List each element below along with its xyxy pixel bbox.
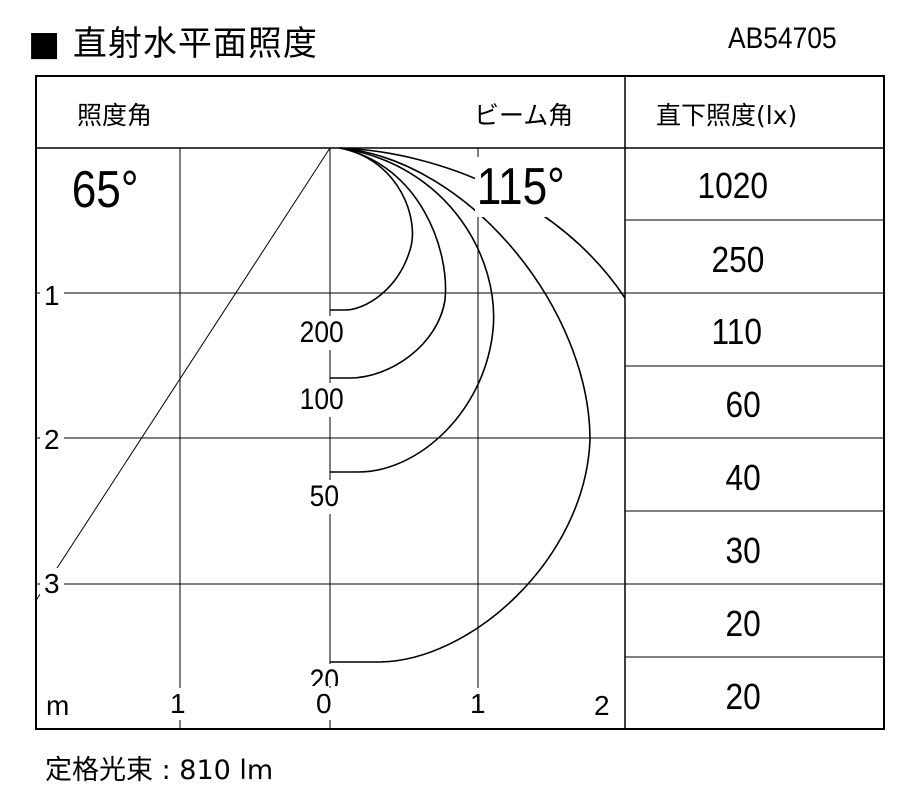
direct-illuminance-header: 直下照度(lx) xyxy=(656,101,798,130)
axis-unit: m xyxy=(42,690,74,722)
model-number: AB54705 xyxy=(728,22,837,55)
illuminance-angle-line xyxy=(34,147,331,603)
isolux-curve-200 xyxy=(330,147,414,311)
x-tick-right-1: 1 xyxy=(466,688,490,720)
isolux-label-50: 50 xyxy=(307,480,342,514)
beam-angle-value: 115° xyxy=(475,157,574,217)
isolux-label-200: 200 xyxy=(297,316,347,350)
direct-illuminance-cell: 20 xyxy=(722,603,765,645)
x-tick-right-2: 2 xyxy=(594,690,610,721)
y-tick-1: 1 xyxy=(40,280,64,312)
isolux-curve-100 xyxy=(330,147,447,379)
direct-illuminance-cell: 250 xyxy=(708,239,768,281)
direct-illuminance-cell: 110 xyxy=(708,311,766,353)
isolux-curve-20 xyxy=(330,147,591,663)
y-tick-2: 2 xyxy=(40,424,64,456)
beam-angle-header: ビーム角 xyxy=(474,101,574,130)
direct-illuminance-cell: 60 xyxy=(722,384,765,426)
y-tick-3: 3 xyxy=(40,568,64,600)
diagram-title: ■ 直射水平面照度 xyxy=(28,24,318,64)
direct-illuminance-cell: 40 xyxy=(722,457,765,499)
isolux-curve-50 xyxy=(330,147,495,473)
illuminance-angle-header: 照度角 xyxy=(77,101,153,130)
isolux-label-100: 100 xyxy=(297,383,347,417)
x-tick-0: 0 xyxy=(312,688,336,720)
direct-illuminance-cell: 1020 xyxy=(694,165,772,207)
rated-luminous-flux: 定格光束 : 810 lm xyxy=(45,755,274,786)
illuminance-angle-value: 65° xyxy=(70,160,156,220)
direct-illuminance-cell: 20 xyxy=(722,676,765,718)
direct-illuminance-cell: 30 xyxy=(722,530,765,572)
isolux-label-20: 20 xyxy=(307,664,342,686)
x-tick-left-1: 1 xyxy=(166,688,190,720)
diagram-frame xyxy=(35,75,885,730)
